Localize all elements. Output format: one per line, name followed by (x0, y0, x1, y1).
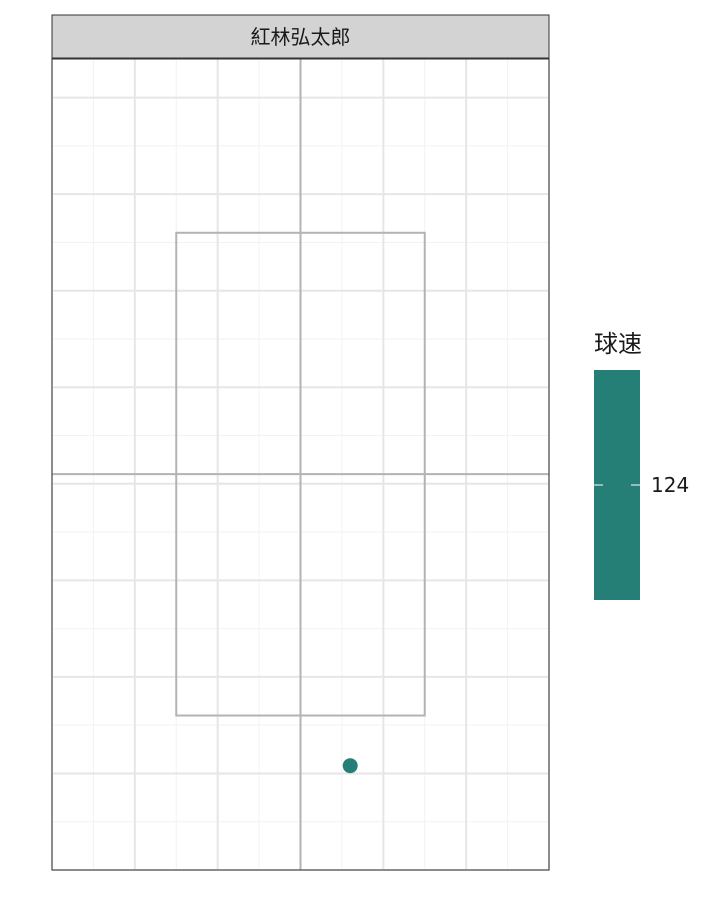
center-lines (52, 59, 549, 870)
panel-border (51, 58, 550, 871)
facet-strip: 紅林弘太郎 (51, 14, 550, 59)
facet-strip-label: 紅林弘太郎 (251, 25, 351, 49)
legend-ticks: 124 (594, 473, 689, 497)
facet-strip-background (51, 14, 550, 59)
plot-panel (51, 58, 550, 871)
strike-zone (175, 231, 426, 717)
legend-title: 球速 (594, 330, 642, 358)
data-point (342, 758, 358, 774)
legend: 球速 124 (594, 330, 689, 600)
points-layer (342, 758, 358, 774)
legend-tick-label: 124 (651, 473, 689, 497)
